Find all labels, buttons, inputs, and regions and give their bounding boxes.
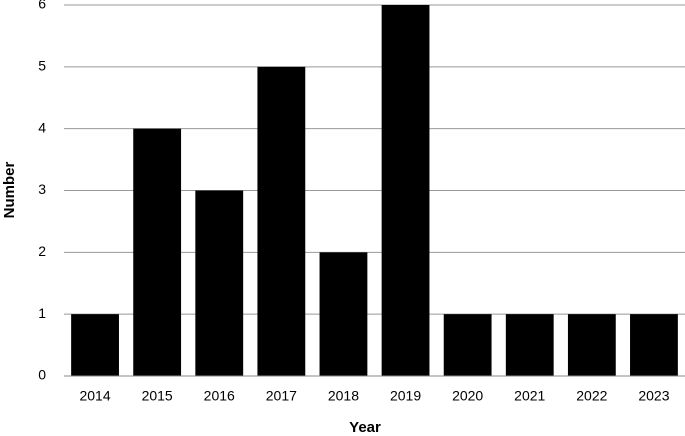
y-tick-label: 1 [38, 305, 46, 321]
bar [443, 314, 492, 376]
y-tick-label: 5 [38, 58, 46, 74]
bar [257, 66, 306, 376]
bar [630, 314, 678, 376]
x-tick-label: 2017 [266, 388, 297, 404]
x-tick-label: 2015 [142, 388, 173, 404]
y-tick-label: 4 [38, 119, 46, 135]
bar [381, 5, 430, 376]
x-tick-label: 2014 [79, 388, 110, 404]
x-axis-title: Year [349, 419, 381, 436]
x-tick-label: 2019 [390, 388, 421, 404]
x-tick-label: 2021 [514, 388, 545, 404]
bar [71, 314, 119, 376]
y-tick-label: 0 [38, 367, 46, 383]
x-tick-label: 2018 [328, 388, 359, 404]
x-tick-label: 2023 [638, 388, 669, 404]
y-tick-label: 6 [38, 0, 46, 12]
y-tick-label: 2 [38, 243, 46, 259]
x-tick-label: 2020 [452, 388, 483, 404]
bar [319, 252, 368, 376]
bar [195, 190, 244, 376]
y-axis-title: Number [1, 162, 18, 219]
bar [567, 314, 616, 376]
x-tick-label: 2022 [576, 388, 607, 404]
bar [133, 128, 182, 376]
y-tick-label: 3 [38, 181, 46, 197]
bar [505, 314, 554, 376]
x-tick-label: 2016 [204, 388, 235, 404]
